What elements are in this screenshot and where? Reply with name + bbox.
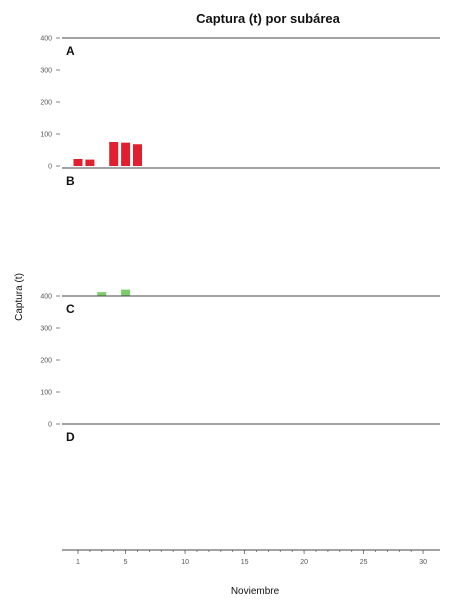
x-tick-label: 20 <box>300 559 308 566</box>
y-tick-label: 400 <box>40 36 52 43</box>
x-tick-label: 30 <box>419 559 427 566</box>
x-tick-label: 15 <box>241 559 249 566</box>
bar <box>133 144 142 166</box>
x-tick-label: 10 <box>181 559 189 566</box>
y-tick-label: 0 <box>48 422 52 429</box>
x-tick-label: 25 <box>360 559 368 566</box>
panel-label: B <box>66 174 75 188</box>
bar <box>121 142 131 166</box>
x-axis: 1 5 10 15 20 25 30 <box>62 549 440 566</box>
x-tick-label: 1 <box>76 559 80 566</box>
panel-label: C <box>66 302 75 316</box>
y-tick-label: 200 <box>40 358 52 365</box>
y-tick-label: 300 <box>40 68 52 75</box>
x-axis-title: Noviembre <box>231 586 280 597</box>
panel-c: C 0 100 200 300 400 <box>40 294 440 429</box>
x-tick-label: 5 <box>124 559 128 566</box>
y-tick-label: 400 <box>40 294 52 301</box>
panel-label: D <box>66 430 75 444</box>
y-axis-title: Captura (t) <box>14 273 25 321</box>
panel-b: B <box>62 167 440 296</box>
bar <box>85 159 95 166</box>
panel-d: D <box>62 423 440 444</box>
y-tick-label: 0 <box>48 164 52 171</box>
y-tick-label: 300 <box>40 326 52 333</box>
panel-a: A 0 100 200 300 400 <box>40 36 440 171</box>
bar <box>121 289 131 296</box>
bar <box>97 292 107 296</box>
panel-label: A <box>66 44 75 58</box>
y-tick-label: 200 <box>40 100 52 107</box>
bar <box>109 142 119 166</box>
panels: A 0 100 200 300 400 B C 0 100 200 300 400 D <box>40 36 440 444</box>
y-tick-label: 100 <box>40 132 52 139</box>
y-tick-label: 100 <box>40 390 52 397</box>
bar <box>73 158 83 166</box>
chart-title: Captura (t) por subárea <box>196 11 341 26</box>
